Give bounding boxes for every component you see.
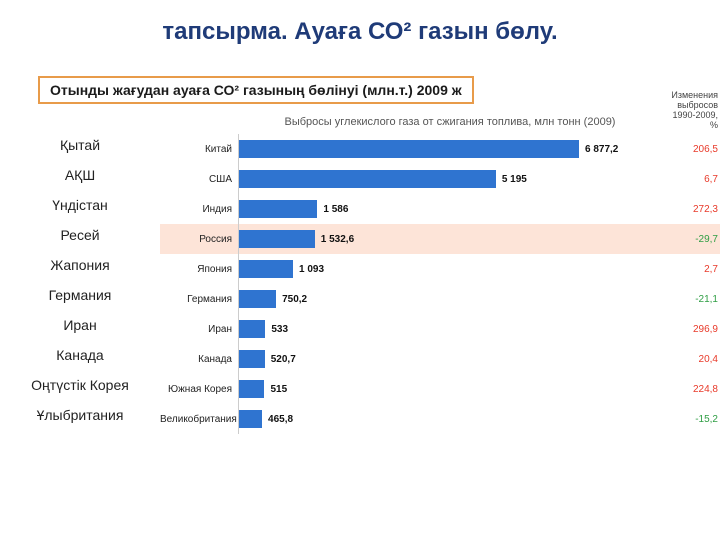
bar-value-label: 465,8 (268, 414, 293, 425)
change-value: 272,3 (662, 204, 720, 215)
bar (239, 350, 265, 368)
left-label: Оңтүстік Корея (0, 370, 160, 400)
bar-track: 520,7 (238, 344, 662, 374)
bar (239, 380, 264, 398)
bar-row: Япония 1 093 2,7 (160, 254, 720, 284)
chart-area: Китай 6 877,2 206,5 США 5 195 6,7 Индия 1 586 27… (160, 134, 720, 434)
change-value: 6,7 (662, 174, 720, 185)
bar (239, 290, 276, 308)
bar-track: 750,2 (238, 284, 662, 314)
left-label: Қытай (0, 130, 160, 160)
change-header: Изменения выбросов 1990-2009, % (662, 90, 720, 134)
bar-value-label: 1 586 (323, 204, 348, 215)
bar-row: Индия 1 586 272,3 (160, 194, 720, 224)
left-label: Үндістан (0, 190, 160, 220)
content-row: ҚытайАҚШҮндістанРесейЖапонияГерманияИран… (0, 112, 720, 434)
bar-row: Великобритания 465,8 -15,2 (160, 404, 720, 434)
bar (239, 320, 265, 338)
bar-value-label: 6 877,2 (585, 144, 618, 155)
left-label: Ұлыбритания (0, 400, 160, 430)
bar-value-label: 520,7 (271, 354, 296, 365)
bar-country-label: Южная Корея (160, 384, 238, 395)
left-label: Ресей (0, 220, 160, 250)
bar-track: 6 877,2 (238, 134, 662, 164)
change-value: 206,5 (662, 144, 720, 155)
bar-track: 5 195 (238, 164, 662, 194)
bar (239, 230, 315, 248)
change-value: -15,2 (662, 414, 720, 425)
bar-country-label: Иран (160, 324, 238, 335)
change-value: 2,7 (662, 264, 720, 275)
left-label: Иран (0, 310, 160, 340)
bar-track: 1 532,6 (238, 224, 662, 254)
bar-country-label: Япония (160, 264, 238, 275)
bar-track: 1 093 (238, 254, 662, 284)
bar-country-label: Китай (160, 144, 238, 155)
bar-country-label: Канада (160, 354, 238, 365)
page-title: тапсырма. Ауаға СО² газын бөлу. (0, 0, 720, 56)
bar-row: США 5 195 6,7 (160, 164, 720, 194)
bar-value-label: 750,2 (282, 294, 307, 305)
bar-value-label: 1 093 (299, 264, 324, 275)
bar-row: Южная Корея 515 224,8 (160, 374, 720, 404)
bar-country-label: Россия (160, 234, 238, 245)
bar-row: Китай 6 877,2 206,5 (160, 134, 720, 164)
bar-track: 533 (238, 314, 662, 344)
bar-row: Канада 520,7 20,4 (160, 344, 720, 374)
bar-track: 1 586 (238, 194, 662, 224)
left-label: Германия (0, 280, 160, 310)
left-label: Жапония (0, 250, 160, 280)
bar (239, 170, 496, 188)
bar (239, 200, 317, 218)
left-label: АҚШ (0, 160, 160, 190)
bar-country-label: США (160, 174, 238, 185)
change-value: 20,4 (662, 354, 720, 365)
chart-header-row: Выбросы углекислого газа от сжигания топ… (160, 112, 720, 134)
left-labels: ҚытайАҚШҮндістанРесейЖапонияГерманияИран… (0, 112, 160, 430)
bar-country-label: Индия (160, 204, 238, 215)
bar-row: Иран 533 296,9 (160, 314, 720, 344)
bar-value-label: 1 532,6 (321, 234, 354, 245)
change-value: 296,9 (662, 324, 720, 335)
left-label: Канада (0, 340, 160, 370)
bar-track: 465,8 (238, 404, 662, 434)
bar (239, 260, 293, 278)
bar-country-label: Великобритания (160, 414, 238, 425)
change-value: 224,8 (662, 384, 720, 395)
bar-country-label: Германия (160, 294, 238, 305)
bar-value-label: 533 (271, 324, 288, 335)
bar-value-label: 515 (270, 384, 287, 395)
subtitle-box: Отынды жағудан ауаға СО² газының бөлінуі… (38, 76, 474, 104)
bar (239, 410, 262, 428)
bar (239, 140, 579, 158)
bar-track: 515 (238, 374, 662, 404)
change-value: -21,1 (662, 294, 720, 305)
chart-wrap: Выбросы углекислого газа от сжигания топ… (160, 112, 720, 434)
chart-inner-title: Выбросы углекислого газа от сжигания топ… (238, 112, 662, 134)
bar-row: Россия 1 532,6 -29,7 (160, 224, 720, 254)
bar-value-label: 5 195 (502, 174, 527, 185)
bar-row: Германия 750,2 -21,1 (160, 284, 720, 314)
change-value: -29,7 (662, 234, 720, 245)
